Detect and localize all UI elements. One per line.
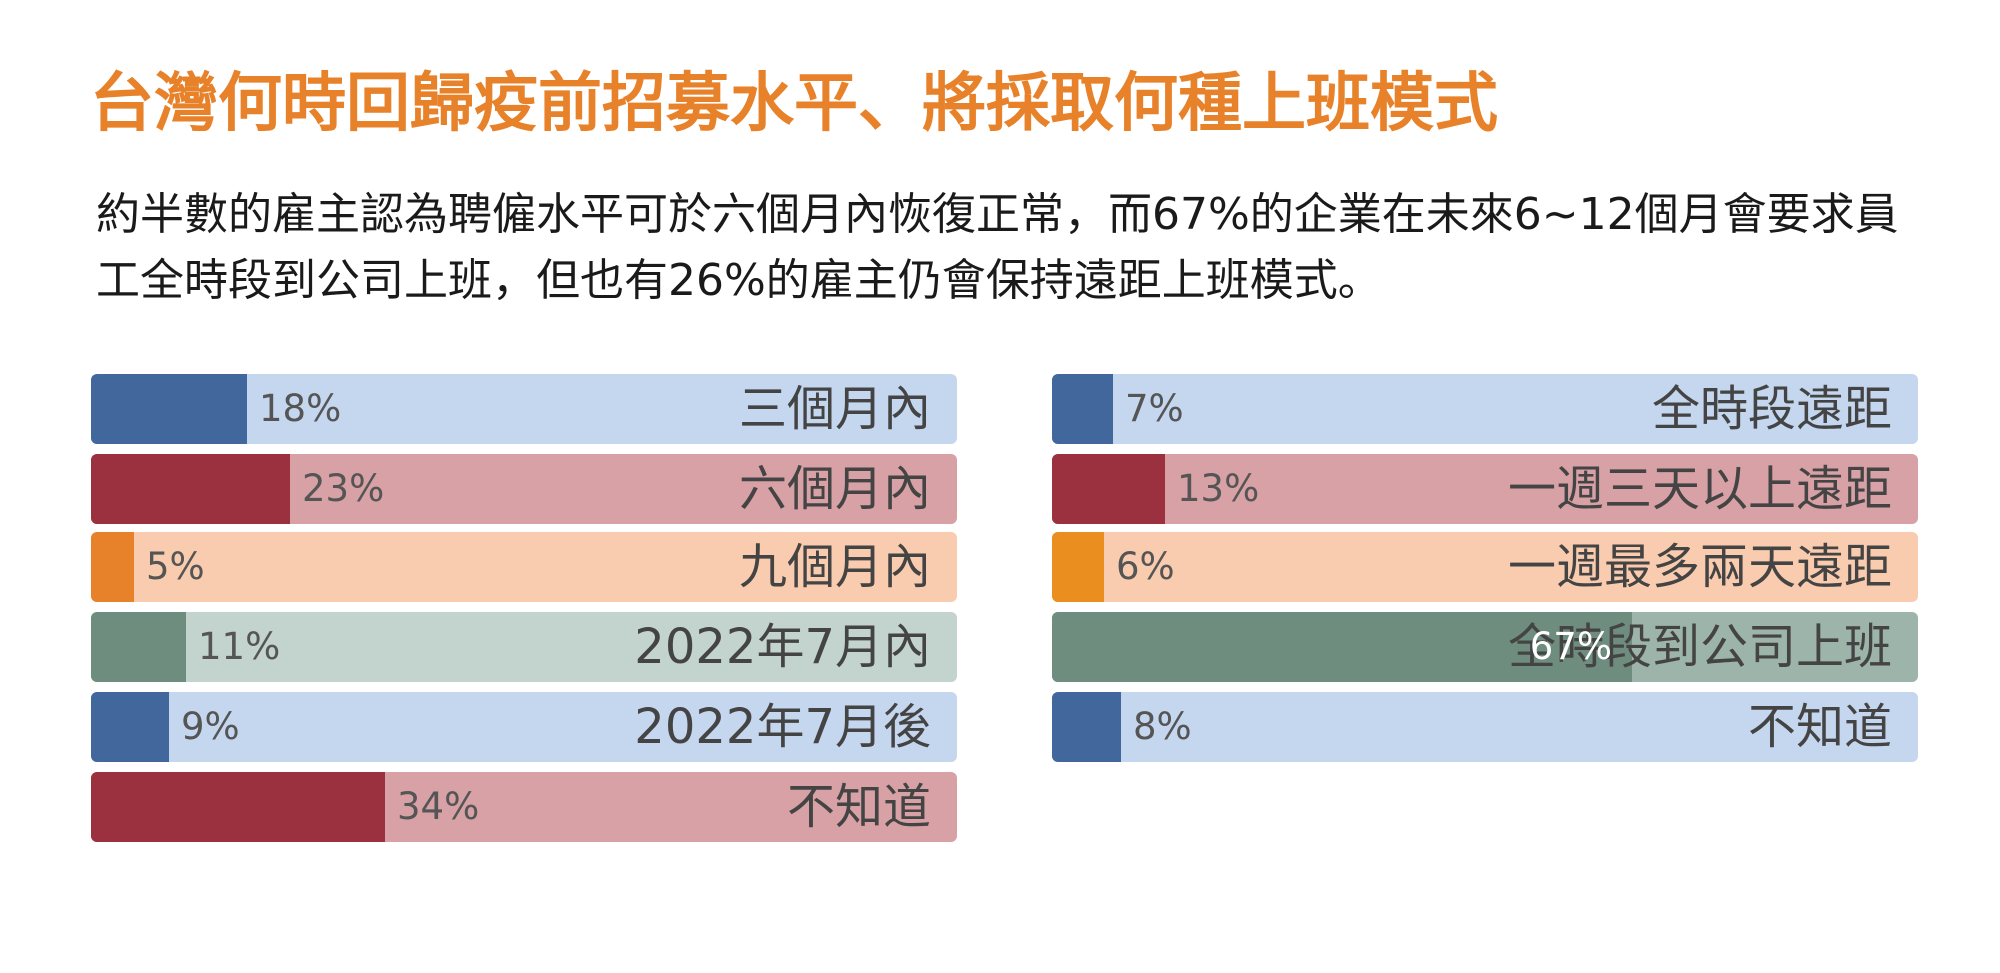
bar: [91, 612, 186, 682]
data-label: 11%: [198, 625, 281, 668]
bar-row: 不知道 34%: [91, 772, 957, 842]
bar-row: 2022年7月內 11%: [91, 612, 957, 682]
category-label: 2022年7月後: [634, 699, 931, 755]
bar-row: 不知道 8%: [1052, 692, 1918, 762]
bar: [1052, 692, 1121, 762]
bar-row: 全時段到公司上班 67%: [1052, 612, 1918, 682]
category-label: 一週三天以上遠距: [1507, 461, 1892, 517]
bar: [1052, 454, 1165, 524]
category-label: 全時段遠距: [1651, 381, 1892, 437]
category-label: 不知道: [786, 779, 931, 835]
bar: [1052, 374, 1113, 444]
data-label: 6%: [1116, 545, 1175, 588]
bar-row: 一週最多兩天遠距 6%: [1052, 532, 1918, 602]
bar-row: 六個月內 23%: [91, 454, 957, 524]
bar: [91, 454, 290, 524]
bar-row: 三個月內 18%: [91, 374, 957, 444]
bar-row: 九個月內 5%: [91, 532, 957, 602]
category-label: 三個月內: [738, 381, 931, 437]
data-label: 9%: [181, 705, 240, 748]
category-label: 一週最多兩天遠距: [1507, 539, 1892, 595]
data-label: 18%: [259, 387, 342, 430]
bar: [91, 374, 247, 444]
data-label: 5%: [146, 545, 205, 588]
data-label: 67%: [1529, 625, 1612, 668]
bar: [1052, 532, 1104, 602]
category-label: 不知道: [1747, 699, 1892, 755]
data-label: 8%: [1133, 705, 1192, 748]
data-label: 23%: [302, 467, 385, 510]
data-label: 34%: [397, 785, 480, 828]
category-label: 九個月內: [738, 539, 931, 595]
category-label: 2022年7月內: [634, 619, 931, 675]
bar: [1052, 612, 1632, 682]
bar: [91, 772, 385, 842]
data-label: 13%: [1177, 467, 1260, 510]
chart-subtitle: 約半數的雇主認為聘僱水平可於六個月內恢復正常，而67%的企業在未來6~12個月會…: [96, 189, 1899, 306]
bar-row: 2022年7月後 9%: [91, 692, 957, 762]
bar-row: 一週三天以上遠距 13%: [1052, 454, 1918, 524]
bar: [91, 692, 169, 762]
bar-row: 全時段遠距 7%: [1052, 374, 1918, 444]
bar: [91, 532, 134, 602]
data-label: 7%: [1125, 387, 1184, 430]
chart-title: 台灣何時回歸疫前招募水平、將採取何種上班模式: [90, 67, 1498, 141]
category-label: 全時段到公司上班: [1507, 619, 1892, 675]
category-label: 六個月內: [738, 461, 931, 517]
